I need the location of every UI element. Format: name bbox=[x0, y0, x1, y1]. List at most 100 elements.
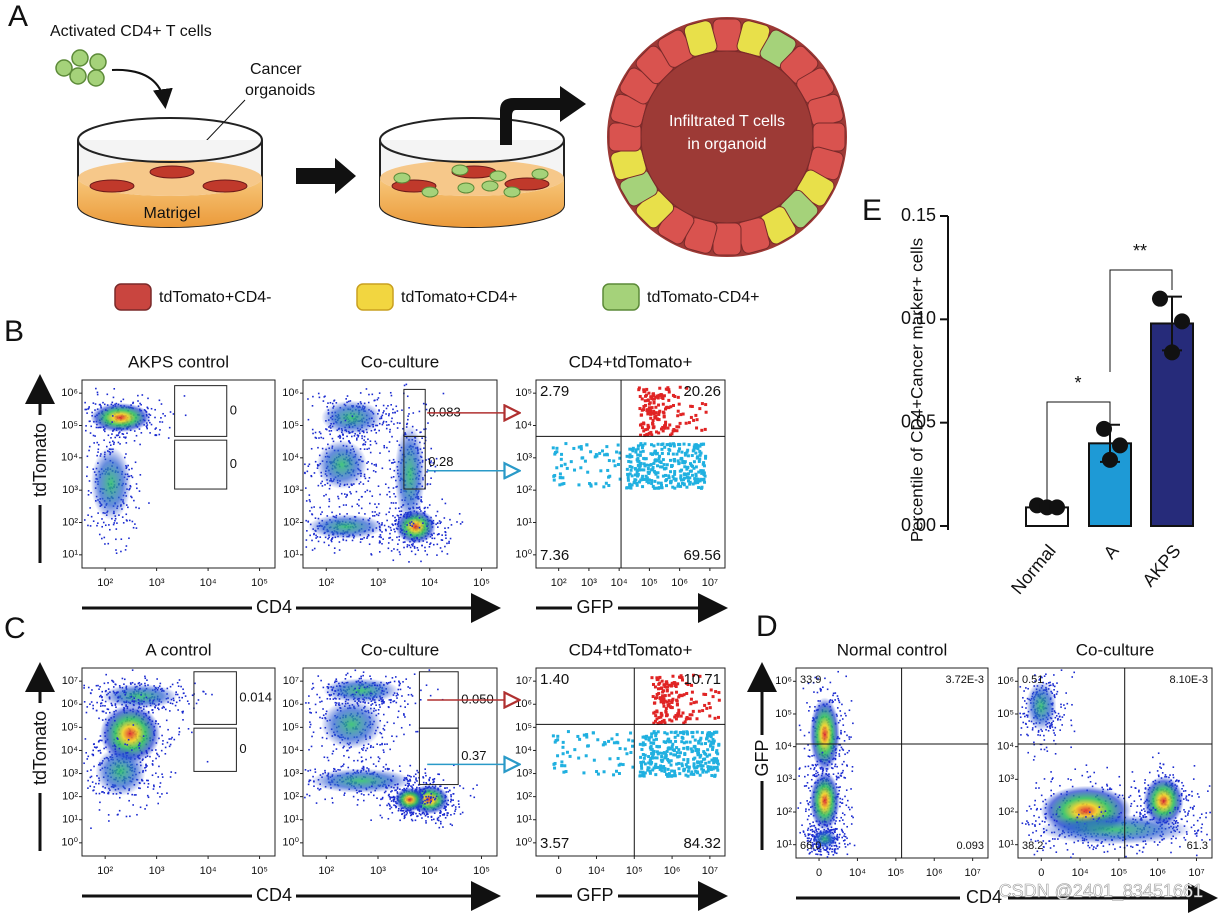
event-dot bbox=[392, 476, 395, 478]
event-dot bbox=[668, 442, 672, 446]
event-dot bbox=[174, 704, 177, 707]
event-dot bbox=[304, 796, 306, 799]
event-dot bbox=[636, 457, 640, 461]
event-dot bbox=[99, 752, 102, 754]
event-dot bbox=[692, 445, 696, 449]
event-dot bbox=[147, 782, 150, 785]
event-dot bbox=[128, 519, 131, 522]
event-dot bbox=[660, 713, 664, 717]
event-dot bbox=[635, 481, 639, 485]
legend-swatch bbox=[602, 283, 640, 311]
event-dot bbox=[393, 680, 396, 683]
event-dot bbox=[650, 747, 654, 751]
event-dot bbox=[436, 817, 439, 820]
plot-title: AKPS control bbox=[128, 352, 229, 371]
event-dot bbox=[401, 813, 403, 816]
event-dot bbox=[679, 751, 683, 755]
event-dot bbox=[712, 739, 716, 743]
event-dot bbox=[629, 460, 633, 464]
event-dot bbox=[337, 495, 339, 498]
event-dot bbox=[152, 788, 155, 790]
quadrant-value: 69.56 bbox=[683, 547, 721, 564]
event-dot bbox=[422, 402, 425, 405]
density-core bbox=[95, 746, 146, 796]
event-dot bbox=[153, 785, 155, 788]
legend-label: tdTomato+CD4- bbox=[159, 289, 272, 306]
event-dot bbox=[447, 812, 449, 814]
event-dot bbox=[667, 699, 671, 703]
event-dot bbox=[328, 498, 331, 500]
event-dot bbox=[558, 476, 562, 480]
event-dot bbox=[424, 802, 426, 805]
event-dot bbox=[96, 441, 99, 444]
event-dot bbox=[441, 550, 443, 553]
event-dot bbox=[146, 406, 149, 409]
event-dot bbox=[143, 700, 145, 703]
event-dot bbox=[343, 794, 345, 796]
event-dot bbox=[649, 416, 653, 420]
event-dot bbox=[167, 437, 170, 439]
event-dot bbox=[673, 681, 677, 685]
event-dot bbox=[308, 779, 311, 782]
event-dot bbox=[433, 777, 436, 780]
organoids-label: organoids bbox=[245, 82, 315, 99]
event-dot bbox=[394, 495, 397, 498]
event-dot bbox=[363, 536, 365, 539]
event-dot bbox=[647, 481, 651, 485]
event-dot bbox=[692, 466, 696, 470]
event-dot bbox=[431, 819, 433, 821]
event-dot bbox=[376, 684, 379, 687]
event-dot bbox=[409, 687, 411, 689]
event-dot bbox=[701, 709, 705, 713]
event-dot bbox=[367, 401, 370, 404]
event-dot bbox=[585, 733, 589, 737]
event-dot bbox=[371, 703, 374, 705]
event-dot bbox=[411, 819, 414, 822]
event-dot bbox=[678, 447, 682, 451]
event-dot bbox=[158, 786, 161, 788]
event-dot bbox=[134, 523, 136, 525]
event-dot bbox=[104, 700, 107, 703]
event-dot bbox=[131, 476, 134, 479]
event-dot bbox=[387, 817, 390, 820]
event-dot bbox=[659, 465, 663, 469]
event-dot bbox=[107, 682, 109, 684]
event-dot bbox=[309, 723, 312, 726]
event-dot bbox=[151, 774, 154, 777]
event-dot bbox=[161, 743, 164, 745]
event-dot bbox=[314, 768, 316, 771]
event-dot bbox=[104, 543, 106, 545]
event-dot bbox=[171, 736, 173, 739]
event-dot bbox=[354, 687, 356, 690]
event-dot bbox=[446, 812, 449, 814]
event-dot bbox=[454, 806, 457, 808]
event-dot bbox=[453, 812, 456, 815]
gate bbox=[174, 385, 228, 437]
quadrant-value: 7.36 bbox=[540, 547, 569, 564]
event-dot bbox=[442, 826, 444, 828]
event-dot bbox=[310, 745, 313, 748]
event-dot bbox=[682, 472, 686, 476]
event-dot bbox=[660, 451, 664, 455]
event-dot bbox=[178, 696, 181, 699]
event-dot bbox=[651, 695, 655, 699]
event-dot bbox=[387, 542, 390, 544]
event-dot bbox=[440, 822, 442, 825]
event-dot bbox=[305, 500, 308, 502]
event-dot bbox=[114, 683, 117, 686]
event-dot bbox=[411, 538, 413, 540]
event-dot bbox=[421, 812, 424, 815]
event-dot bbox=[121, 677, 124, 680]
event-dot bbox=[382, 699, 384, 701]
event-dot bbox=[664, 740, 668, 744]
event-dot bbox=[396, 440, 399, 442]
event-dot bbox=[151, 709, 153, 711]
x-tick-label: 10⁴ bbox=[611, 577, 628, 589]
event-dot bbox=[602, 485, 606, 489]
event-dot bbox=[360, 538, 362, 540]
dish-2 bbox=[379, 117, 565, 228]
event-dot bbox=[94, 403, 97, 405]
event-dot bbox=[125, 442, 128, 444]
event-dot bbox=[397, 807, 400, 810]
event-dot bbox=[446, 553, 449, 555]
